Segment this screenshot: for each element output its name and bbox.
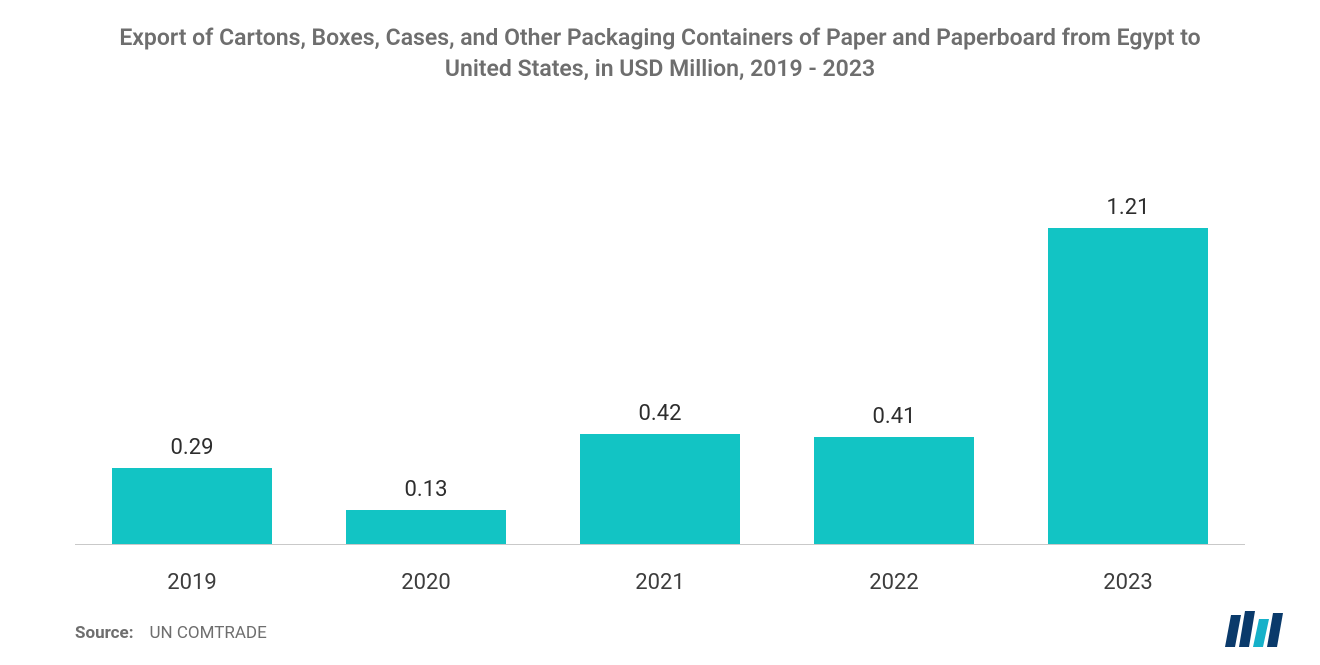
bar-2021: 0.42 — [543, 165, 777, 544]
x-axis-label: 2020 — [309, 570, 543, 595]
bar-rect — [580, 434, 739, 544]
x-axis-label: 2023 — [1011, 570, 1245, 595]
bar-2020: 0.13 — [309, 165, 543, 544]
bar-value-label: 0.13 — [405, 477, 448, 502]
logo-bars — [1225, 611, 1283, 647]
bar-chart: 0.29 0.13 0.42 0.41 1.21 — [75, 165, 1245, 545]
bar-value-label: 0.29 — [171, 435, 214, 460]
chart-title: Export of Cartons, Boxes, Cases, and Oth… — [0, 0, 1320, 84]
mordor-intelligence-logo-icon — [1223, 609, 1285, 647]
bar-2019: 0.29 — [75, 165, 309, 544]
bar-rect — [112, 468, 271, 544]
source-text: UN COMTRADE — [149, 623, 266, 643]
x-axis-label: 2021 — [543, 570, 777, 595]
bar-2022: 0.41 — [777, 165, 1011, 544]
bar-rect — [346, 510, 505, 544]
bar-2023: 1.21 — [1011, 165, 1245, 544]
bar-value-label: 0.41 — [873, 404, 916, 429]
bar-rect — [1048, 228, 1207, 544]
x-axis-labels: 2019 2020 2021 2022 2023 — [75, 570, 1245, 595]
source-label: Source: — [75, 623, 133, 643]
bar-rect — [814, 437, 973, 544]
source-attribution: Source: UN COMTRADE — [75, 623, 267, 643]
x-axis-label: 2019 — [75, 570, 309, 595]
x-axis-label: 2022 — [777, 570, 1011, 595]
bar-value-label: 1.21 — [1107, 195, 1150, 220]
bar-value-label: 0.42 — [639, 401, 682, 426]
